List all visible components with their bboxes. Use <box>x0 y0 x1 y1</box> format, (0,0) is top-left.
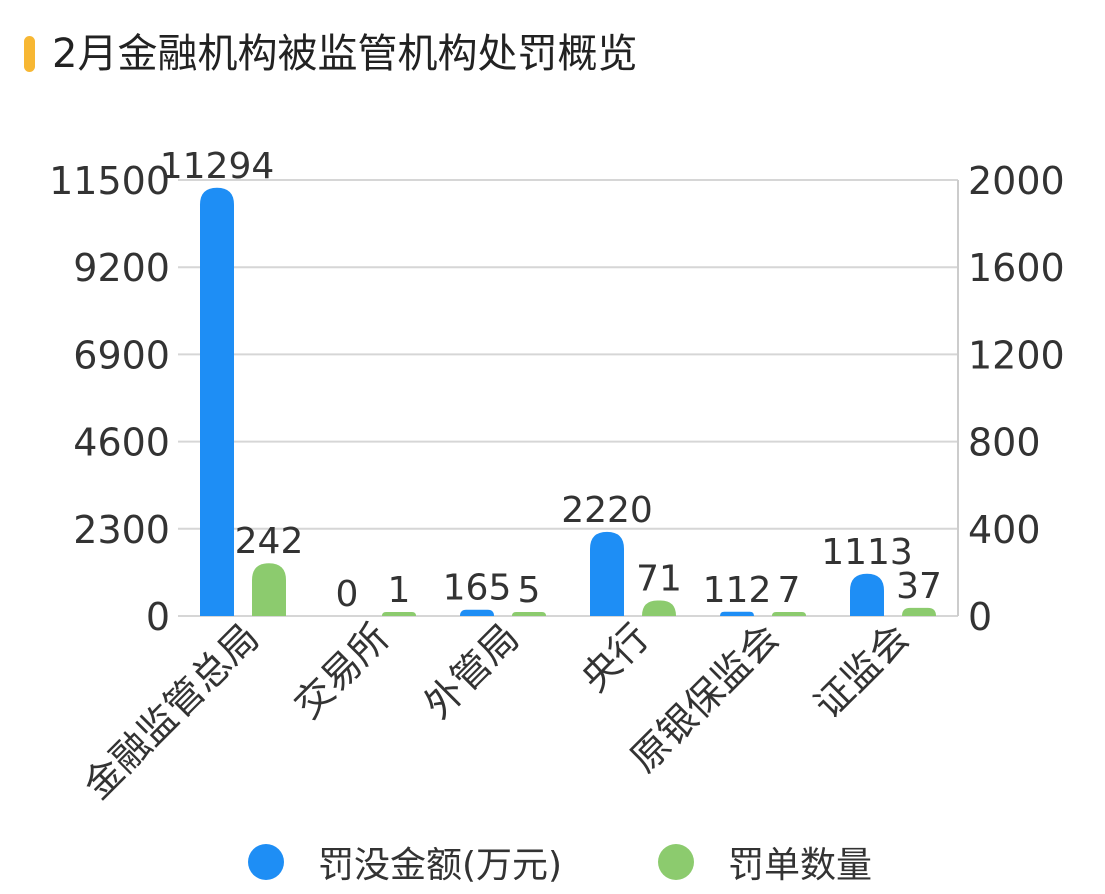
data-label-amount: 0 <box>336 574 359 615</box>
bar-amount <box>460 609 494 616</box>
data-label-count: 1 <box>388 570 411 611</box>
page-title: 2月金融机构被监管机构处罚概览 <box>52 31 638 77</box>
data-label-count: 37 <box>896 566 942 607</box>
y-right-tick-label: 400 <box>968 508 1041 552</box>
bar-amount <box>590 531 624 616</box>
y-left-tick-label: 9200 <box>73 246 170 290</box>
bar-chart: 0 2300 4600 6900 9200 11500 0 400 800 1200 1600 200… <box>49 146 1065 808</box>
y-right-tick-label: 800 <box>968 421 1041 465</box>
y-left-tick-label: 0 <box>146 595 170 639</box>
y-right-tick-label: 2000 <box>968 159 1065 203</box>
legend-amount-swatch <box>248 844 284 880</box>
data-label-count: 5 <box>518 570 541 611</box>
data-label-amount: 112 <box>703 570 772 611</box>
x-category-label: 交易所 <box>286 615 398 727</box>
bar-amount <box>200 187 234 616</box>
bar-count <box>382 612 416 616</box>
y-right-tick-label: 1600 <box>968 246 1065 290</box>
y-left-tick-label: 11500 <box>49 159 170 203</box>
y-left-tick-label: 2300 <box>73 508 170 552</box>
legend-item-amount[interactable]: 罚没金额(万元) <box>248 836 562 888</box>
x-category-label: 央行 <box>573 615 658 700</box>
data-label-amount: 11294 <box>160 146 275 187</box>
x-category-label: 金融监管总局 <box>75 615 267 807</box>
legend-count-label: 罚单数量 <box>728 845 873 886</box>
legend-amount-label: 罚没金额(万元) <box>318 845 563 886</box>
data-label-amount: 2220 <box>561 490 653 531</box>
bar-count <box>902 607 936 616</box>
data-label-amount: 165 <box>443 568 512 609</box>
bar-count <box>512 612 546 616</box>
x-category-label: 证监会 <box>806 615 918 727</box>
data-label-amount: 1113 <box>821 532 913 573</box>
legend-item-count[interactable]: 罚单数量 <box>658 836 872 888</box>
chart-legend: 罚没金额(万元) 罚单数量 <box>0 836 1105 888</box>
bar-count <box>772 612 806 616</box>
data-label-count: 242 <box>235 521 304 562</box>
bar-amount <box>850 573 884 616</box>
bar-count <box>252 563 286 616</box>
data-label-count: 71 <box>636 559 682 600</box>
title-accent-bar <box>24 36 35 72</box>
y-left-tick-label: 4600 <box>73 421 170 465</box>
bar-count <box>642 600 676 616</box>
legend-count-swatch <box>658 844 694 880</box>
y-right-tick-label: 0 <box>968 595 992 639</box>
y-right-tick-label: 1200 <box>968 333 1065 377</box>
y-left-tick-label: 6900 <box>73 333 170 377</box>
x-category-label: 外管局 <box>416 615 528 727</box>
bar-amount <box>720 611 754 616</box>
data-label-count: 7 <box>778 570 801 611</box>
